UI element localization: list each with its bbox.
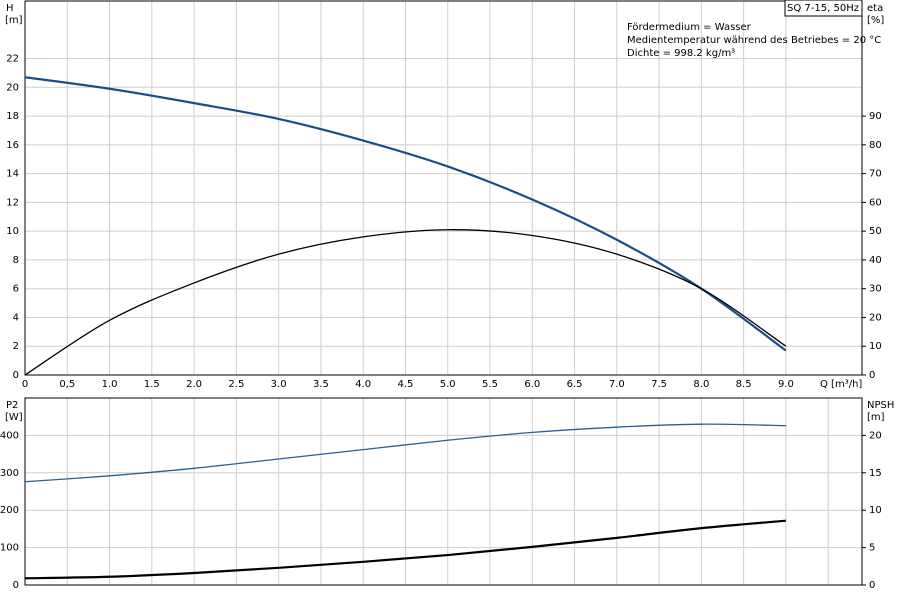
x-tick-label: 3.5 <box>313 379 329 390</box>
y2-tick-label: 15 <box>869 468 882 479</box>
y-tick-label: 100 <box>0 543 19 554</box>
x-tick-label: 0,5 <box>59 379 75 390</box>
y2-tick-label: 20 <box>869 312 882 323</box>
y-tick-label: 0 <box>13 580 19 591</box>
y-tick-label: 14 <box>6 169 19 180</box>
y2-tick-label: 30 <box>869 284 882 295</box>
x-tick-label: 6.5 <box>567 379 583 390</box>
annotation: Medientemperatur während des Betriebes =… <box>627 35 881 46</box>
y-axis-label: P2 <box>6 400 18 411</box>
y-tick-label: 22 <box>6 54 19 65</box>
y2-tick-label: 70 <box>869 169 882 180</box>
y-tick-label: 10 <box>6 226 19 237</box>
title-box <box>784 0 863 17</box>
y-tick-label: 16 <box>6 140 19 151</box>
y-tick-label: 6 <box>13 284 19 295</box>
y-tick-label: 12 <box>6 197 19 208</box>
y2-tick-label: 60 <box>869 197 882 208</box>
y2-tick-label: 40 <box>869 255 882 266</box>
x-tick-label: 8.5 <box>736 379 752 390</box>
y2-axis-unit: [%] <box>867 15 884 26</box>
y2-tick-label: 10 <box>869 505 882 516</box>
x-tick-label: 1.0 <box>102 379 118 390</box>
x-tick-label: 4.5 <box>398 379 414 390</box>
x-tick-label: 1.5 <box>144 379 160 390</box>
y-tick-label: 8 <box>13 255 19 266</box>
y2-axis-label: eta <box>867 3 883 14</box>
curve <box>24 519 787 580</box>
x-tick-label: 9.0 <box>778 379 794 390</box>
x-tick-label: 6.0 <box>524 379 540 390</box>
x-tick-label: 4.0 <box>355 379 371 390</box>
x-tick-label: 7.5 <box>651 379 667 390</box>
curve <box>24 76 787 352</box>
x-tick-label: 7.0 <box>609 379 625 390</box>
plot-frame <box>24 0 863 376</box>
curve <box>24 229 787 376</box>
x-tick-label: 5.0 <box>440 379 456 390</box>
y-tick-label: 0 <box>13 370 19 381</box>
x-tick-label: 2.0 <box>186 379 202 390</box>
y-tick-label: 4 <box>13 312 19 323</box>
y2-tick-label: 0 <box>869 370 875 381</box>
y2-tick-label: 50 <box>869 226 882 237</box>
y2-tick-label: 5 <box>869 543 875 554</box>
x-tick-label: 8.0 <box>693 379 709 390</box>
y2-axis-label: NPSH <box>867 400 894 411</box>
y2-axis-unit: [m] <box>867 412 885 423</box>
y-tick-label: 200 <box>0 505 19 516</box>
y2-tick-label: 10 <box>869 341 882 352</box>
y2-tick-label: 20 <box>869 430 882 441</box>
y-tick-label: 20 <box>6 82 19 93</box>
y-axis-unit: [W] <box>5 412 23 423</box>
curve <box>24 423 786 483</box>
y-tick-label: 300 <box>0 468 19 479</box>
x-tick-label: 2.5 <box>228 379 244 390</box>
y-axis-label: H <box>6 3 14 14</box>
x-tick-label: 3.0 <box>271 379 287 390</box>
y-tick-label: 400 <box>0 430 19 441</box>
x-tick-label: 5.5 <box>482 379 498 390</box>
annotation: Dichte = 998.2 kg/m³ <box>627 48 735 59</box>
y2-tick-label: 90 <box>869 111 882 122</box>
y2-tick-label: 80 <box>869 140 882 151</box>
y-axis-unit: [m] <box>5 15 23 26</box>
y-tick-label: 18 <box>6 111 19 122</box>
x-axis-label: Q [m³/h] <box>820 379 862 390</box>
y2-tick-label: 0 <box>869 580 875 591</box>
y-tick-label: 2 <box>13 341 19 352</box>
chart-title: SQ 7-15, 50Hz <box>787 3 859 14</box>
annotation: Fördermedium = Wasser <box>627 22 752 33</box>
plot-frame <box>24 397 863 586</box>
x-tick-label: 0 <box>22 379 28 390</box>
